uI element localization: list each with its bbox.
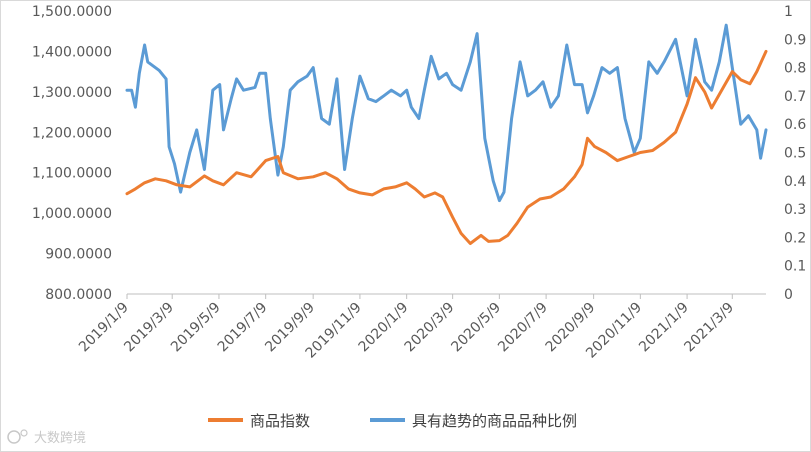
y-right-tick-label: 0.3 [784, 202, 806, 218]
y-right-tick-label: 0.8 [784, 61, 806, 77]
x-tick-label: 2021/3/9 [681, 300, 737, 356]
y-right-tick-label: 0.1 [784, 259, 806, 275]
legend-label-trend-ratio: 具有趋势的商品品种比例 [412, 412, 577, 430]
x-tick-label: 2019/5/9 [168, 300, 224, 356]
legend: 商品指数 具有趋势的商品品种比例 [208, 412, 577, 430]
watermark: 大数跨境 [7, 429, 86, 446]
y-left-tick-label: 1,500.0000 [32, 4, 112, 20]
y-left-tick-label: 1,300.0000 [32, 85, 112, 101]
series-layer [125, 23, 768, 245]
y-right-tick-label: 0.5 [784, 146, 806, 162]
y-right-tick-label: 0.6 [784, 117, 806, 133]
y-left-tick-label: 900.0000 [45, 247, 112, 263]
y-left-tick-label: 1,400.0000 [32, 44, 112, 60]
y-left-tick-label: 1,000.0000 [32, 206, 112, 222]
x-tick-label: 2019/3/9 [121, 300, 177, 356]
y-right-tick-label: 0 [784, 287, 793, 303]
series-line-commodity-index [125, 49, 768, 245]
watermark-logo-icon [7, 429, 28, 444]
y-right-tick-label: 0.9 [784, 32, 806, 48]
x-tick-label: 2020/3/9 [402, 300, 458, 356]
y-axis-right: 0 0.1 0.2 0.3 0.4 0.5 0.6 0.7 0.8 0.9 1 [784, 4, 806, 303]
y-right-tick-label: 1 [784, 4, 793, 20]
x-axis: 2019/1/92019/3/92019/5/92019/7/92019/9/9… [76, 293, 766, 362]
series-line-trend-ratio [125, 23, 768, 203]
y-left-tick-label: 800.0000 [45, 287, 112, 303]
y-right-tick-label: 0.4 [784, 174, 806, 190]
legend-label-commodity-index: 商品指数 [250, 412, 310, 430]
watermark-text: 大数跨境 [34, 431, 86, 446]
y-left-tick-label: 1,200.0000 [32, 125, 112, 141]
x-tick-label: 2020/1/9 [356, 300, 412, 356]
y-left-tick-label: 1,100.0000 [32, 166, 112, 182]
x-tick-label: 2019/7/9 [215, 300, 271, 356]
y-right-tick-label: 0.2 [784, 230, 806, 246]
x-tick-label: 2020/7/9 [495, 300, 551, 356]
x-tick-label: 2020/5/9 [448, 300, 504, 356]
y-right-tick-label: 0.7 [784, 89, 806, 105]
y-axis-left: 800.0000 900.0000 1,000.0000 1,100.0000 1,20… [32, 4, 112, 303]
